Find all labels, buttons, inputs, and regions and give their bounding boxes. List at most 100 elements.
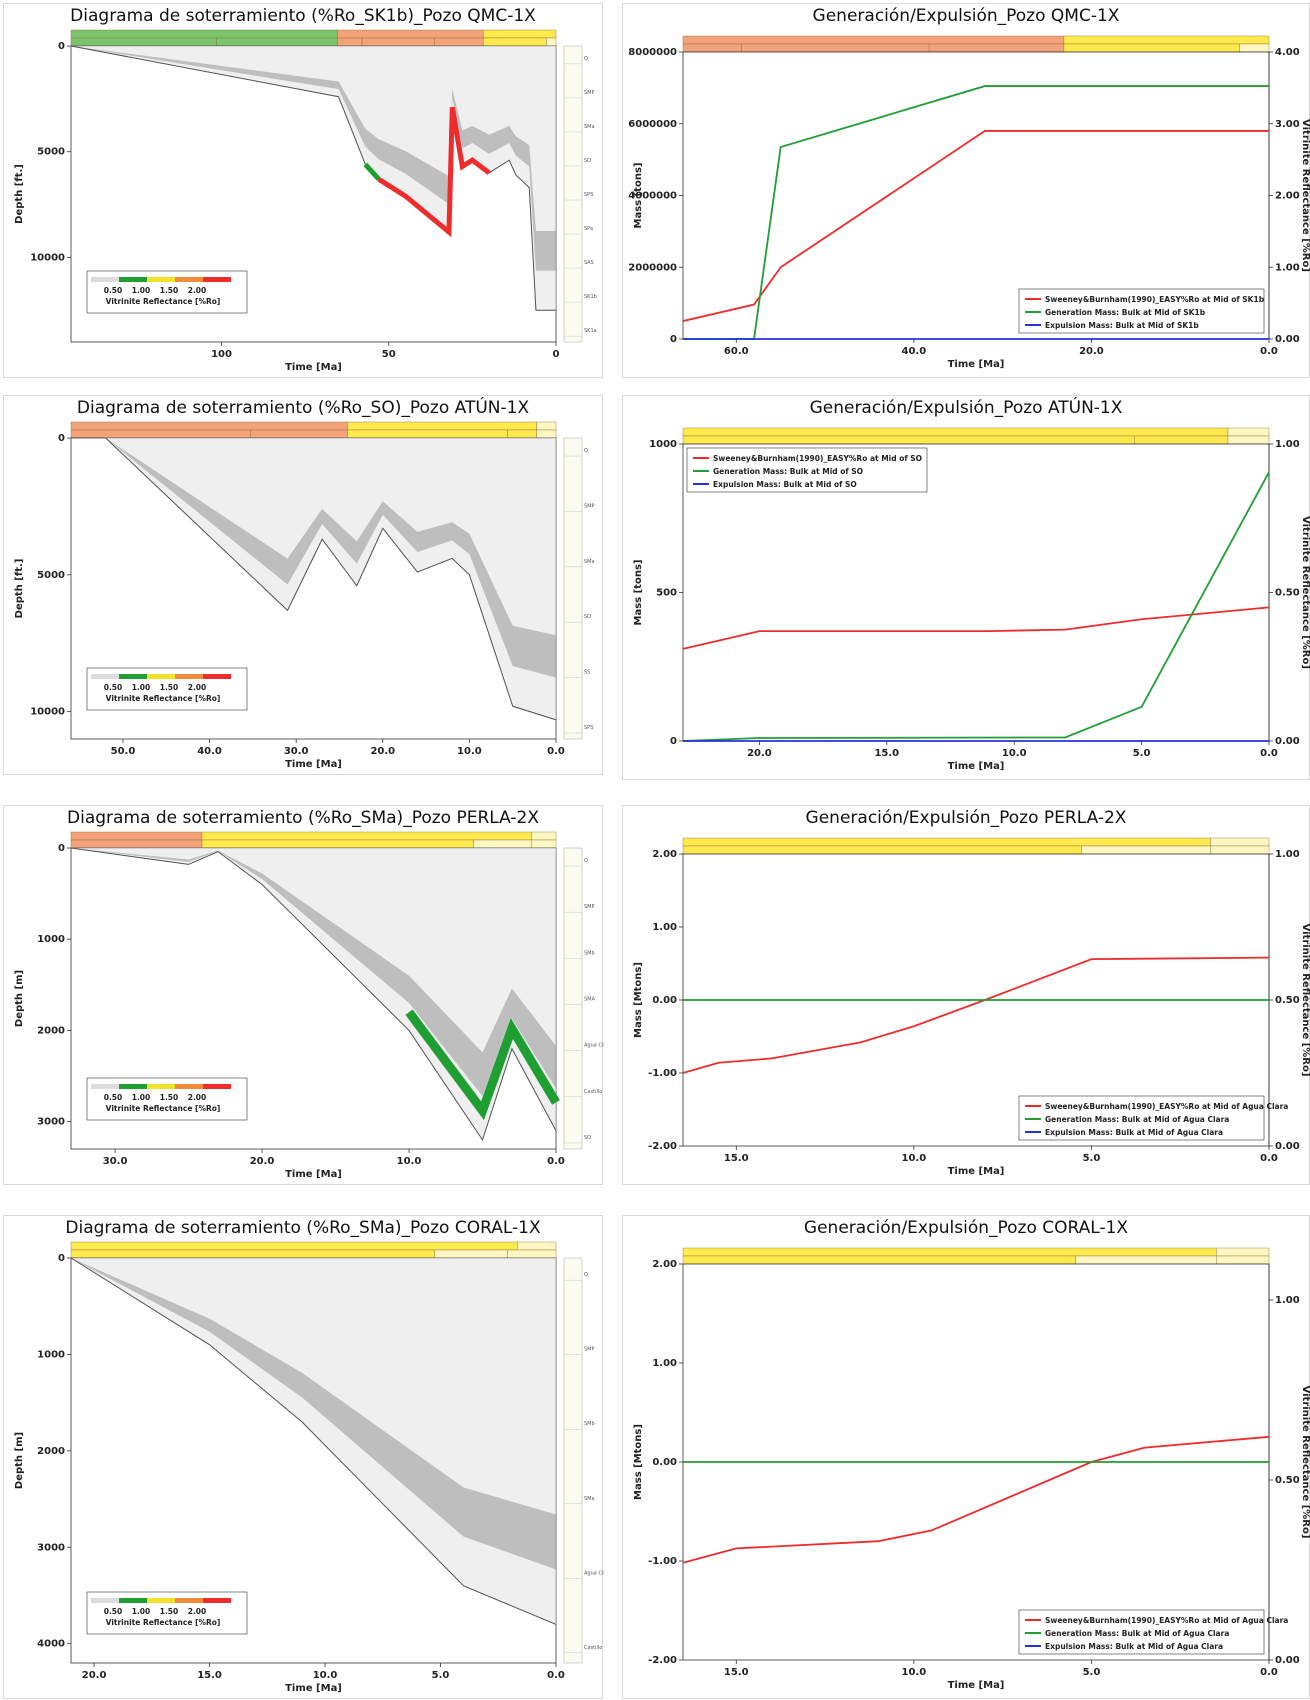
y-tick-label: 0 bbox=[670, 334, 677, 345]
y-axis-label: Depth [ft.] bbox=[14, 559, 25, 619]
formation-label: SMA bbox=[584, 997, 595, 1003]
panel-title: Diagrama de soterramiento (%Ro_SK1b)_Poz… bbox=[70, 6, 536, 26]
legend-entry: Expulsion Mass: Bulk at Mid of SK1b bbox=[1045, 321, 1199, 330]
strat-cell bbox=[682, 1247, 1217, 1257]
strat-cell bbox=[1227, 427, 1270, 437]
panel-title: Generación/Expulsión_Pozo ATÚN-1X bbox=[809, 398, 1123, 418]
y-tick-label: 1000 bbox=[649, 439, 677, 450]
chart-svg: 0.00 0.50 1.00 Vitrinite Reflectance [%Ro] S… bbox=[633, 1247, 1310, 1691]
x-tick-label: 10.0 bbox=[457, 746, 482, 757]
legend-entry: Expulsion Mass: Bulk at Mid of Agua Clar… bbox=[1045, 1128, 1223, 1137]
formation-label: Agua Clara bbox=[584, 1570, 604, 1576]
formation-label: Agua Clara bbox=[584, 1043, 604, 1049]
strat-cell bbox=[682, 427, 1229, 437]
formation-label: SPS bbox=[584, 725, 593, 731]
y2-tick-label: 1.00 bbox=[1275, 262, 1300, 273]
strat-cell bbox=[507, 429, 537, 439]
strat-cell bbox=[546, 37, 557, 47]
ro-legend-title: Vitrinite Reflectance [%Ro] bbox=[106, 1104, 221, 1113]
chart-svg: Q SMP SMa SO SS SPS 0.50 1.00 1.50 2.00 Vitrinite … bbox=[14, 421, 595, 770]
burial-band bbox=[71, 1258, 556, 1570]
x-tick-label: 30.0 bbox=[284, 746, 309, 757]
strat-cell bbox=[682, 35, 1065, 45]
x-tick-label: 0.0 bbox=[547, 1670, 565, 1681]
ro-legend-swatch bbox=[175, 277, 203, 282]
panel-burial-coral: Diagrama de soterramiento (%Ro_SMa)_Pozo… bbox=[3, 1215, 604, 1699]
x-tick-label: 20.0 bbox=[250, 1156, 275, 1167]
formation-label: Q bbox=[584, 448, 588, 454]
strat-cell bbox=[347, 429, 508, 439]
strat-cell bbox=[531, 831, 557, 841]
ro-legend-swatch bbox=[91, 674, 119, 679]
ro-highlight-low bbox=[363, 162, 381, 181]
panel-title: Generación/Expulsión_Pozo PERLA-2X bbox=[805, 808, 1127, 828]
formation-label: Q bbox=[584, 858, 588, 864]
ro-legend-value: 1.50 bbox=[160, 1607, 179, 1616]
x-tick-label: 20.0 bbox=[1079, 346, 1104, 357]
y-tick-label: -2.00 bbox=[648, 1655, 677, 1666]
x-axis-label: Time [Ma] bbox=[285, 362, 342, 373]
ro-legend-value: 1.50 bbox=[160, 1093, 179, 1102]
formation-label: Q bbox=[584, 56, 588, 62]
formation-label: SMP bbox=[584, 503, 595, 509]
legend-entry: Expulsion Mass: Bulk at Mid of Agua Clar… bbox=[1045, 1642, 1223, 1651]
strat-cell bbox=[1134, 435, 1229, 445]
strat-cell bbox=[70, 429, 251, 439]
ro-legend-value: 1.00 bbox=[132, 286, 151, 295]
panel-title: Generación/Expulsión_Pozo QMC-1X bbox=[812, 6, 1120, 26]
ro-legend-value: 2.00 bbox=[188, 1607, 207, 1616]
burial-path bbox=[70, 1257, 557, 1625]
ro-legend-value: 2.00 bbox=[188, 683, 207, 692]
formation-label: Castillo del Perla bbox=[584, 1645, 604, 1651]
formation-label: Q bbox=[584, 1272, 588, 1278]
formation-label: SMa bbox=[584, 124, 595, 130]
panel-title: Diagrama de soterramiento (%Ro_SMa)_Pozo… bbox=[65, 1218, 541, 1238]
ro-legend-swatch bbox=[91, 277, 119, 282]
formation-label: SMa bbox=[584, 1496, 595, 1502]
legend-entry: Generation Mass: Bulk at Mid of SK1b bbox=[1045, 308, 1206, 317]
ro-legend-swatch bbox=[119, 674, 147, 679]
strat-cell bbox=[361, 37, 435, 47]
x-tick-label: 50.0 bbox=[111, 746, 136, 757]
y-tick-label: 6000000 bbox=[628, 119, 677, 130]
x-tick-label: 0.0 bbox=[1260, 1153, 1278, 1164]
formation-label: SAS bbox=[584, 260, 594, 266]
strat-cell bbox=[483, 37, 547, 47]
strat-cell bbox=[682, 435, 1135, 445]
ro-legend-value: 1.50 bbox=[160, 683, 179, 692]
y-axis-label: Depth [m] bbox=[14, 970, 25, 1027]
series-line bbox=[682, 956, 1270, 1074]
y2-tick-label: 1.00 bbox=[1275, 439, 1300, 450]
formation-column bbox=[563, 847, 583, 1150]
chart-svg: Q SMP SMb SMa Agua Clara Castillo del Perla 0.… bbox=[14, 1241, 604, 1694]
x-axis-label: Time [Ma] bbox=[948, 359, 1005, 370]
strat-cell bbox=[536, 421, 557, 431]
legend-entry: Sweeney&Burnham(1990)_EASY%Ro at Mid of … bbox=[1045, 1616, 1288, 1625]
y-axis-label: Mass [Mtons] bbox=[633, 962, 644, 1038]
chart-svg: Q SMP SMb SMA Agua Clara Castillo del Perla SO… bbox=[14, 831, 604, 1180]
ro-legend-value: 2.00 bbox=[188, 286, 207, 295]
y2-axis-label: Vitrinite Reflectance [%Ro] bbox=[1300, 1386, 1310, 1539]
x-axis-label: Time [Ma] bbox=[285, 1683, 342, 1694]
x-tick-label: 5.0 bbox=[1083, 1153, 1101, 1164]
y2-tick-label: 0.00 bbox=[1275, 1655, 1300, 1666]
y-tick-label: -1.00 bbox=[648, 1556, 677, 1567]
y-tick-label: 4000000 bbox=[628, 191, 677, 202]
x-tick-label: 5.0 bbox=[432, 1670, 450, 1681]
ro-legend-swatch bbox=[147, 1084, 175, 1089]
y-tick-label: 0 bbox=[58, 41, 65, 52]
chart-svg: Q SMP SMa SO SPS SPa SAS SK1b SK1a 0.50 1.00 1.50 2.… bbox=[14, 29, 597, 373]
series-legend bbox=[686, 447, 928, 493]
panel-gen-atun: Generación/Expulsión_Pozo ATÚN-1X 0.00 0.5… bbox=[622, 395, 1310, 780]
y-tick-label: 0 bbox=[58, 433, 65, 444]
series-legend bbox=[1018, 1095, 1265, 1141]
y2-tick-label: 1.00 bbox=[1275, 1295, 1300, 1306]
y-tick-label: -1.00 bbox=[648, 1068, 677, 1079]
panel-burial-qmc: Diagrama de soterramiento (%Ro_SK1b)_Poz… bbox=[3, 3, 603, 378]
ro-legend-swatch bbox=[175, 1598, 203, 1603]
chart-svg: 0.00 0.50 1.00 Vitrinite Reflectance [%Ro] S… bbox=[633, 837, 1310, 1177]
x-tick-label: 20.0 bbox=[370, 746, 395, 757]
x-tick-label: 0.0 bbox=[1260, 346, 1278, 357]
series-line bbox=[682, 471, 1270, 742]
ro-legend-title: Vitrinite Reflectance [%Ro] bbox=[106, 297, 221, 306]
